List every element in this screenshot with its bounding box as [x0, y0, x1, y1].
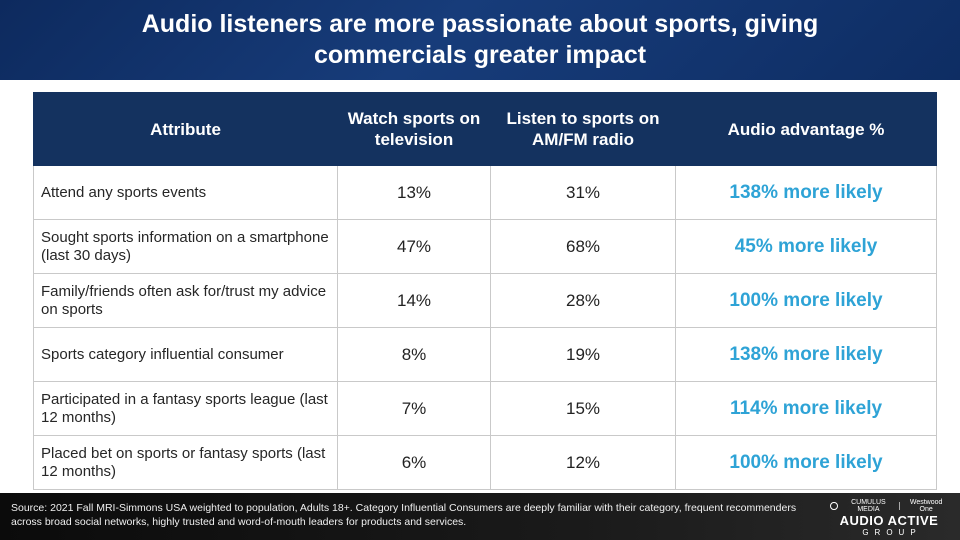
attribute-cell: Attend any sports events [33, 165, 338, 220]
source-note: Source: 2021 Fall MRI-Simmons USA weight… [11, 502, 797, 528]
tv-cell: 13% [337, 165, 491, 220]
table-header-row: Attribute Watch sports on television Lis… [33, 92, 937, 166]
table-row: Family/friends often ask for/trust my ad… [33, 273, 937, 328]
advantage-cell: 114% more likely [675, 381, 937, 436]
advantage-cell: 138% more likely [675, 165, 937, 220]
title-banner: Audio listeners are more passionate abou… [0, 0, 960, 80]
logo-brand-left: CUMULUS MEDIA [851, 499, 886, 513]
radio-cell: 15% [490, 381, 676, 436]
attribute-cell: Sports category influential consumer [33, 327, 338, 382]
table-row: Participated in a fantasy sports league … [33, 381, 937, 436]
header-attribute: Attribute [33, 92, 338, 166]
tv-cell: 6% [337, 435, 491, 490]
attribute-cell: Family/friends often ask for/trust my ad… [33, 273, 338, 328]
tv-cell: 8% [337, 327, 491, 382]
footer-bar: Source: 2021 Fall MRI-Simmons USA weight… [0, 493, 960, 540]
header-advantage: Audio advantage % [675, 92, 937, 166]
comparison-table: Attribute Watch sports on television Lis… [33, 92, 937, 490]
tv-cell: 7% [337, 381, 491, 436]
advantage-cell: 100% more likely [675, 273, 937, 328]
header-tv: Watch sports on television [337, 92, 491, 166]
cumulus-logo-icon [830, 502, 838, 510]
attribute-cell: Placed bet on sports or fantasy sports (… [33, 435, 338, 490]
attribute-cell: Sought sports information on a smartphon… [33, 219, 338, 274]
slide-title: Audio listeners are more passionate abou… [141, 10, 819, 69]
radio-cell: 19% [490, 327, 676, 382]
logo-brands: CUMULUS MEDIA Westwood One [830, 499, 948, 513]
radio-cell: 12% [490, 435, 676, 490]
radio-cell: 68% [490, 219, 676, 274]
advantage-cell: 138% more likely [675, 327, 937, 382]
table-row: Placed bet on sports or fantasy sports (… [33, 435, 937, 490]
tv-cell: 14% [337, 273, 491, 328]
table-row: Sports category influential consumer 8% … [33, 327, 937, 382]
logo-brand-right: Westwood One [909, 499, 943, 513]
table-row: Sought sports information on a smartphon… [33, 219, 937, 274]
attribute-cell: Participated in a fantasy sports league … [33, 381, 338, 436]
tv-cell: 47% [337, 219, 491, 274]
advantage-cell: 45% more likely [675, 219, 937, 274]
logo-main-text: AUDIO ACTIVE [839, 513, 939, 528]
logo-divider [899, 502, 901, 510]
table-row: Attend any sports events 13% 31% 138% mo… [33, 165, 937, 220]
radio-cell: 28% [490, 273, 676, 328]
advantage-cell: 100% more likely [675, 435, 937, 490]
logo-sub-text: GROUP [862, 528, 922, 537]
audio-active-group-logo: CUMULUS MEDIA Westwood One AUDIO ACTIVE … [830, 499, 948, 537]
radio-cell: 31% [490, 165, 676, 220]
header-radio: Listen to sports on AM/FM radio [490, 92, 676, 166]
